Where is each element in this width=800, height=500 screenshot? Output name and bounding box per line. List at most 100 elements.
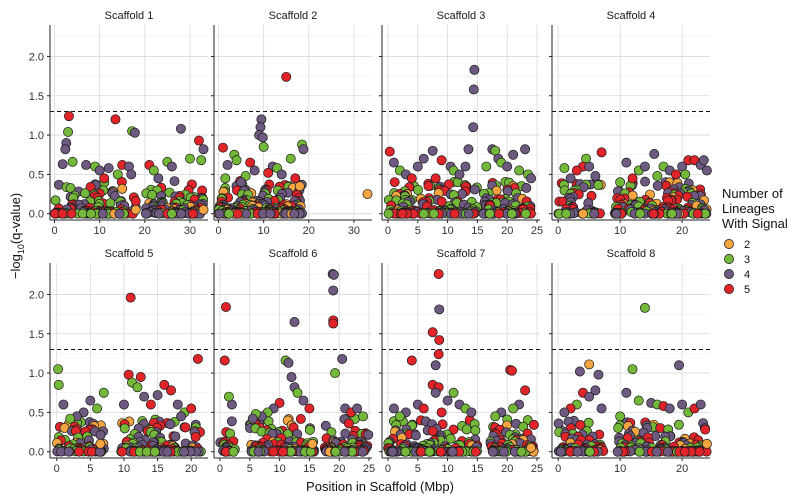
x-tick-label: 15	[471, 463, 483, 475]
data-point	[634, 446, 645, 457]
data-point	[584, 446, 595, 457]
data-point	[406, 173, 417, 184]
data-point	[435, 446, 446, 457]
data-point	[150, 446, 160, 457]
data-point	[245, 157, 256, 168]
data-point	[506, 208, 517, 219]
data-point	[232, 208, 243, 219]
data-point	[153, 173, 164, 184]
legend-label: 5	[744, 284, 750, 296]
data-point	[424, 446, 435, 457]
data-point	[253, 446, 264, 457]
data-point	[596, 147, 607, 158]
data-point	[176, 411, 187, 422]
y-axis-title: −log10(q-value)	[8, 193, 26, 279]
data-point	[289, 208, 300, 219]
x-tick-label: 0	[555, 225, 561, 237]
data-point	[427, 426, 438, 437]
data-point	[442, 395, 453, 406]
data-point	[166, 385, 176, 396]
data-point	[165, 419, 176, 430]
data-point	[484, 208, 495, 219]
x-tick-label: 15	[303, 463, 315, 475]
data-point	[559, 163, 570, 174]
data-point	[295, 414, 306, 424]
x-tick-label: 25	[531, 225, 543, 237]
data-point	[514, 165, 525, 176]
data-point	[561, 208, 572, 219]
panel-title: Scaffold 4	[607, 10, 656, 22]
data-point	[292, 387, 303, 398]
data-point	[652, 171, 663, 181]
data-point	[63, 446, 74, 457]
x-tick-label: 20	[139, 225, 151, 237]
data-point	[572, 446, 583, 457]
data-point	[117, 446, 128, 457]
data-point	[231, 155, 242, 166]
data-point	[578, 208, 588, 219]
x-tick-label: 5	[415, 225, 421, 237]
data-point	[363, 429, 374, 440]
data-point	[526, 442, 537, 453]
data-point	[298, 395, 309, 406]
data-point	[627, 173, 638, 184]
data-point	[575, 420, 586, 430]
data-point	[198, 204, 209, 215]
data-point	[110, 114, 121, 125]
panel-title: Scaffold 1	[105, 10, 154, 22]
data-point	[226, 416, 237, 427]
data-point	[289, 317, 300, 327]
data-point	[433, 269, 444, 279]
x-tick-label: 10	[273, 463, 285, 475]
data-point	[265, 208, 276, 219]
data-point	[330, 446, 341, 457]
data-point	[220, 302, 231, 312]
legend-title-line: With Signal	[722, 216, 788, 231]
data-point	[433, 349, 444, 360]
data-point	[184, 153, 195, 164]
data-point	[281, 71, 292, 82]
x-tick-label: 5	[247, 463, 253, 475]
x-tick-label: 25	[531, 463, 543, 475]
data-point	[172, 399, 183, 410]
data-point	[154, 208, 164, 219]
data-point	[85, 395, 96, 406]
data-point	[468, 122, 479, 133]
x-tick-label: 20	[303, 225, 315, 237]
data-point	[701, 438, 712, 449]
data-point	[86, 208, 96, 219]
data-point	[447, 446, 458, 457]
data-point	[214, 208, 225, 219]
data-point	[384, 146, 395, 157]
x-tick-label: 0	[54, 463, 60, 475]
data-point	[466, 407, 477, 418]
data-point	[294, 181, 305, 192]
data-point	[694, 446, 705, 457]
data-point	[596, 403, 607, 414]
data-point	[639, 302, 650, 313]
data-point	[176, 208, 187, 219]
data-point	[241, 208, 252, 219]
data-point	[218, 142, 228, 153]
data-point	[526, 173, 537, 184]
data-point	[574, 366, 585, 377]
x-tick-label: 15	[471, 225, 483, 237]
data-point	[418, 153, 429, 164]
x-tick-label: 15	[151, 463, 163, 475]
data-point	[611, 208, 622, 219]
legend-swatch	[724, 239, 734, 249]
data-point	[53, 379, 64, 390]
panel-title: Scaffold 5	[105, 248, 154, 260]
data-point	[652, 180, 663, 191]
legend-swatch	[724, 284, 734, 294]
data-point	[664, 403, 675, 414]
data-point	[65, 413, 76, 424]
data-point	[416, 446, 427, 457]
data-point	[463, 208, 474, 219]
data-point	[304, 403, 315, 414]
y-tick-label: 2.0	[29, 289, 44, 301]
data-point	[508, 149, 519, 160]
data-point	[470, 425, 481, 436]
x-tick-label: 5	[415, 463, 421, 475]
x-tick-label: 30	[348, 225, 360, 237]
